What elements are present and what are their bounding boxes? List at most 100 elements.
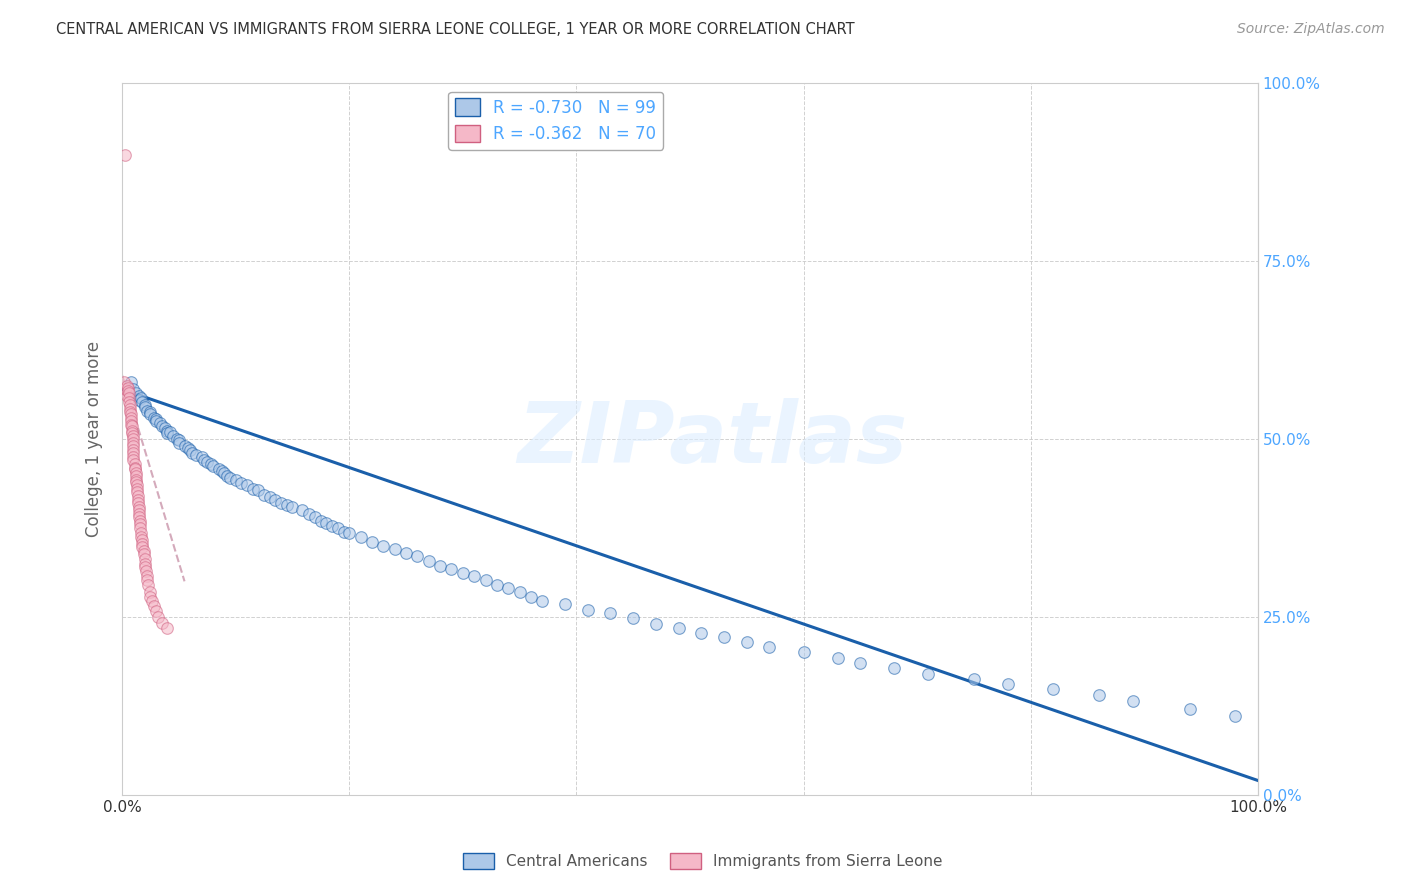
Legend: Central Americans, Immigrants from Sierra Leone: Central Americans, Immigrants from Sierr…	[457, 847, 949, 875]
Point	[190, 450, 212, 464]
Point	[122, 453, 145, 467]
Point	[121, 419, 143, 434]
Point	[281, 500, 304, 514]
Point	[127, 496, 149, 510]
Point	[883, 661, 905, 675]
Point	[155, 421, 177, 435]
Point	[145, 604, 167, 618]
Point	[1088, 688, 1111, 702]
Point	[531, 594, 554, 608]
Point	[118, 395, 141, 409]
Point	[225, 473, 247, 487]
Point	[758, 640, 780, 654]
Point	[298, 507, 321, 521]
Point	[440, 561, 463, 575]
Point	[117, 381, 139, 395]
Point	[429, 558, 451, 573]
Point	[131, 525, 153, 540]
Point	[167, 434, 190, 448]
Point	[125, 485, 148, 500]
Point	[236, 478, 259, 492]
Point	[142, 599, 165, 614]
Point	[145, 414, 167, 428]
Point	[242, 482, 264, 496]
Point	[509, 585, 531, 599]
Point	[136, 573, 159, 587]
Point	[120, 407, 142, 421]
Point	[963, 673, 986, 687]
Point	[131, 395, 153, 409]
Point	[337, 525, 360, 540]
Point	[118, 391, 141, 405]
Point	[131, 533, 153, 547]
Point	[125, 473, 148, 487]
Point	[141, 594, 163, 608]
Point	[395, 546, 418, 560]
Point	[264, 492, 287, 507]
Point	[1122, 694, 1144, 708]
Point	[148, 417, 170, 431]
Point	[127, 492, 149, 507]
Point	[132, 544, 155, 558]
Point	[150, 615, 173, 630]
Point	[214, 467, 236, 481]
Point	[373, 539, 395, 553]
Point	[122, 432, 145, 446]
Point	[129, 521, 152, 535]
Point	[621, 611, 644, 625]
Point	[134, 560, 156, 574]
Legend: R = -0.730   N = 99, R = -0.362   N = 70: R = -0.730 N = 99, R = -0.362 N = 70	[449, 92, 664, 150]
Point	[690, 625, 713, 640]
Point	[997, 677, 1019, 691]
Point	[142, 410, 165, 425]
Point	[125, 385, 148, 400]
Point	[125, 469, 148, 483]
Point	[118, 402, 141, 417]
Point	[120, 375, 142, 389]
Point	[173, 439, 195, 453]
Point	[384, 542, 406, 557]
Point	[131, 537, 153, 551]
Point	[121, 424, 143, 438]
Point	[713, 630, 735, 644]
Point	[520, 590, 543, 604]
Point	[1042, 682, 1064, 697]
Point	[131, 391, 153, 405]
Text: ZIPatlas: ZIPatlas	[517, 398, 908, 481]
Point	[1223, 709, 1246, 723]
Point	[332, 524, 354, 539]
Point	[125, 478, 148, 492]
Point	[128, 507, 150, 521]
Point	[150, 419, 173, 434]
Point	[131, 530, 153, 544]
Y-axis label: College, 1 year or more: College, 1 year or more	[86, 341, 103, 537]
Point	[253, 487, 276, 501]
Point	[129, 514, 152, 528]
Point	[134, 557, 156, 571]
Point	[136, 403, 159, 417]
Point	[120, 410, 142, 425]
Point	[134, 398, 156, 412]
Point	[135, 564, 157, 578]
Point	[139, 407, 162, 421]
Point	[1178, 702, 1201, 716]
Point	[315, 516, 337, 530]
Point	[139, 585, 162, 599]
Point	[122, 450, 145, 464]
Point	[132, 547, 155, 561]
Point	[181, 446, 204, 460]
Point	[201, 459, 224, 474]
Point	[554, 597, 576, 611]
Point	[129, 517, 152, 532]
Point	[120, 417, 142, 432]
Point	[118, 385, 141, 400]
Text: CENTRAL AMERICAN VS IMMIGRANTS FROM SIERRA LEONE COLLEGE, 1 YEAR OR MORE CORRELA: CENTRAL AMERICAN VS IMMIGRANTS FROM SIER…	[56, 22, 855, 37]
Point	[326, 521, 349, 535]
Point	[211, 464, 233, 478]
Point	[193, 453, 215, 467]
Point	[162, 428, 184, 442]
Point	[122, 439, 145, 453]
Point	[120, 414, 142, 428]
Point	[179, 442, 201, 457]
Point	[156, 426, 179, 441]
